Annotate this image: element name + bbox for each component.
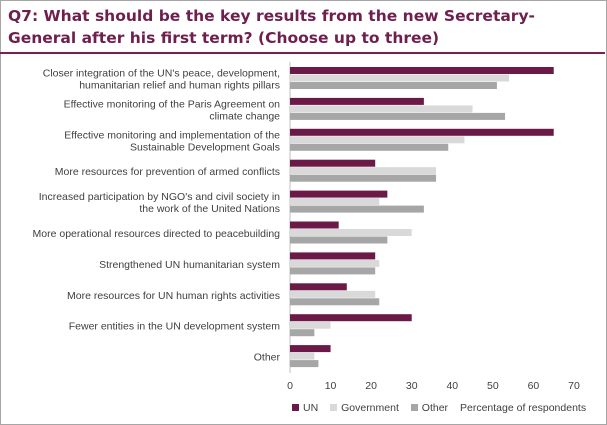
category-label-6: Strengthened UN humanitarian system bbox=[99, 259, 280, 271]
bar-government-7 bbox=[290, 290, 376, 298]
legend-swatch-government bbox=[330, 403, 338, 411]
bar-government-8 bbox=[290, 321, 331, 329]
category-label-4-line-0: Increased participation by NGO's and civ… bbox=[39, 191, 280, 203]
x-axis-label: Percentage of respondents bbox=[459, 402, 587, 414]
bar-un-8 bbox=[290, 314, 412, 322]
legend-item-other: Other bbox=[410, 402, 449, 414]
bar-un-7 bbox=[290, 283, 347, 291]
bar-government-3 bbox=[290, 167, 437, 175]
legend-item-un: UN bbox=[292, 402, 318, 414]
bar-other-0 bbox=[290, 82, 497, 89]
bar-government-4 bbox=[290, 198, 380, 206]
bar-other-9 bbox=[290, 360, 319, 368]
x-tick-label-10: 10 bbox=[325, 380, 337, 392]
bar-other-2 bbox=[290, 143, 449, 151]
category-label-0-line-1: humanitarian relief and human rights pil… bbox=[79, 80, 280, 92]
bar-other-4 bbox=[290, 205, 424, 213]
bar-other-8 bbox=[290, 329, 315, 337]
bar-un-6 bbox=[290, 252, 376, 260]
bar-government-2 bbox=[290, 136, 465, 144]
category-label-5: More operational resources directed to p… bbox=[33, 228, 281, 240]
bar-other-3 bbox=[290, 174, 437, 182]
x-tick-label-40: 40 bbox=[446, 380, 458, 392]
category-label-7: More resources for UN human rights activ… bbox=[67, 290, 280, 302]
bar-government-9 bbox=[290, 352, 315, 360]
bar-un-4 bbox=[290, 190, 388, 198]
title-divider bbox=[0, 52, 605, 54]
bar-other-1 bbox=[290, 112, 506, 120]
category-label-8: Fewer entities in the UN development sys… bbox=[69, 321, 281, 333]
category-label-4-line-1: the work of the United Nations bbox=[139, 203, 280, 215]
x-tick-label-60: 60 bbox=[528, 380, 540, 392]
x-tick-label-70: 70 bbox=[568, 380, 580, 392]
bar-un-3 bbox=[290, 159, 376, 167]
legend-label-government: Government bbox=[341, 402, 399, 414]
bar-un-2 bbox=[290, 128, 554, 136]
chart-legend: UN Government Other Percentage of respon… bbox=[292, 402, 595, 414]
legend-swatch-other bbox=[410, 403, 418, 411]
bar-other-6 bbox=[290, 267, 376, 275]
legend-label-un: UN bbox=[303, 402, 319, 414]
category-label-1-line-1: climate change bbox=[209, 110, 280, 122]
legend-label-other: Other bbox=[421, 402, 449, 414]
bar-government-1 bbox=[290, 105, 473, 113]
x-tick-label-20: 20 bbox=[365, 380, 377, 392]
chart-title: Q7: What should be the key results from … bbox=[8, 7, 535, 47]
legend-item-government: Government bbox=[330, 402, 399, 414]
category-label-9: Other bbox=[254, 352, 281, 364]
bar-other-7 bbox=[290, 298, 380, 306]
category-label-1-line-0: Effective monitoring of the Paris Agreem… bbox=[64, 98, 281, 110]
category-label-3: More resources for prevention of armed c… bbox=[55, 166, 280, 178]
x-tick-label-0: 0 bbox=[287, 380, 293, 392]
x-tick-label-30: 30 bbox=[406, 380, 418, 392]
bar-un-1 bbox=[290, 97, 424, 105]
legend-swatch-un bbox=[292, 403, 299, 411]
bar-government-0 bbox=[290, 74, 510, 82]
bar-un-5 bbox=[290, 221, 339, 229]
category-label-2-line-0: Effective monitoring and implementation … bbox=[64, 129, 280, 141]
bar-un-9 bbox=[290, 345, 331, 353]
x-tick-label-50: 50 bbox=[487, 380, 499, 392]
bar-un-0 bbox=[290, 67, 554, 74]
bar-other-5 bbox=[290, 236, 388, 244]
bar-government-5 bbox=[290, 229, 412, 236]
category-label-2-line-1: Sustainable Development Goals bbox=[130, 141, 280, 153]
bar-government-6 bbox=[290, 259, 380, 267]
category-label-0-line-0: Closer integration of the UN's peace, de… bbox=[43, 68, 280, 80]
